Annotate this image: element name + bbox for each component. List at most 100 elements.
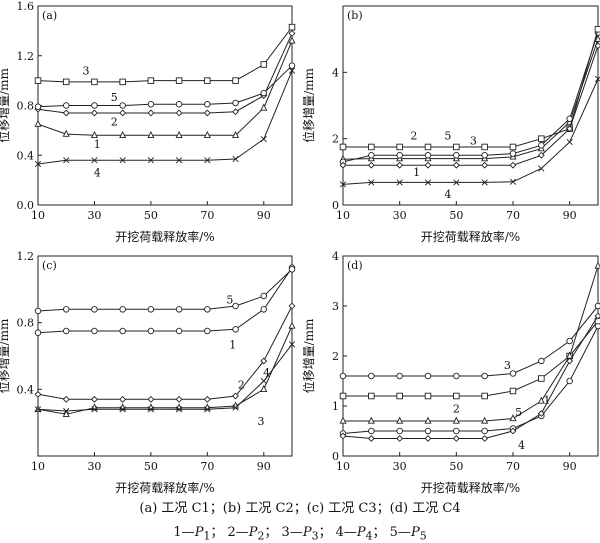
series-label-5: 5 [515, 406, 522, 419]
series-4-point [396, 179, 403, 186]
series-2-point [147, 395, 155, 403]
series-3-point [232, 77, 239, 84]
series-5-point [509, 161, 517, 169]
y-axis-label: 位移增量/mm [0, 318, 11, 393]
series-5-point [481, 416, 489, 424]
series-3-point [424, 143, 432, 151]
x-tick-label: 70 [200, 209, 214, 222]
series-3-point [91, 78, 98, 86]
series-1-point [594, 34, 600, 42]
x-tick-label: 90 [257, 460, 271, 473]
series-2-point [424, 151, 432, 159]
x-axis-label: 开挖荷载释放率/% [421, 480, 520, 495]
series-3-point [62, 78, 70, 86]
series-line-4 [37, 70, 293, 165]
series-2-point [481, 392, 488, 400]
series-3-point [453, 372, 460, 380]
series-5-point [34, 103, 42, 110]
series-1-point [396, 427, 403, 435]
plot-frame [37, 255, 293, 457]
series-5-point [509, 414, 517, 422]
series-1-point [91, 327, 98, 335]
series-4-point [538, 165, 545, 172]
series-3-point [453, 143, 460, 151]
series-5-point [566, 351, 574, 359]
x-tick-label: 70 [200, 460, 214, 473]
series-4-point [481, 179, 488, 186]
series-line-3 [37, 325, 293, 415]
y-tick-label: 1.2 [17, 50, 35, 63]
series-5-point [204, 101, 211, 108]
series-1-point [203, 130, 211, 139]
series-1-point [34, 329, 42, 336]
series-2-point [62, 109, 70, 117]
series-3-point [34, 77, 42, 84]
series-label-3: 3 [82, 65, 89, 78]
series-5-point [424, 416, 432, 424]
series-label-1: 1 [413, 166, 420, 179]
series-4-point [204, 406, 211, 413]
series-3-point [566, 337, 573, 345]
series-4-point [566, 138, 573, 146]
series-2-point [260, 357, 268, 365]
x-tick-label: 90 [563, 209, 577, 222]
series-5-point [396, 161, 404, 169]
series-2-point [91, 109, 98, 117]
series-4-point [339, 181, 347, 188]
series-2-point [538, 375, 545, 382]
series-2-point [368, 151, 375, 159]
series-3-point [594, 25, 600, 33]
series-4-point [147, 406, 155, 413]
y-tick-label: 2 [332, 350, 339, 363]
series-2-point [203, 395, 211, 403]
y-axis-label: 位移增量/mm [0, 67, 11, 142]
series-5-point [119, 306, 126, 313]
x-tick-label: 30 [87, 460, 101, 473]
series-line-1 [37, 40, 293, 136]
series-4-point [232, 155, 239, 163]
series-label-3: 3 [470, 134, 477, 147]
series-line-3 [343, 305, 599, 377]
series-4-point [119, 406, 126, 413]
series-3-point [260, 384, 268, 392]
series-5-point [260, 292, 268, 300]
series-line-2 [342, 32, 599, 163]
series-4-point [367, 435, 375, 442]
series-1-point [147, 327, 155, 335]
series-2-point [232, 392, 239, 400]
y-tick-label: 0.4 [17, 149, 35, 162]
series-4-point [424, 435, 432, 442]
y-tick-label: 0.0 [17, 199, 35, 212]
y-tick-label: 0.8 [17, 317, 35, 330]
series-3-point [368, 143, 375, 151]
y-tick-label: 2 [332, 133, 339, 146]
x-tick-label: 10 [336, 460, 350, 473]
series-5-point [339, 416, 347, 424]
series-3-point [175, 77, 183, 84]
series-2-point [119, 109, 127, 117]
series-1-point [119, 327, 126, 335]
series-label-1: 1 [544, 394, 551, 407]
series-3-point [339, 372, 347, 380]
series-5-point [452, 161, 460, 169]
x-tick-label: 50 [144, 209, 158, 222]
series-label-5: 5 [444, 129, 451, 142]
series-1-point [62, 129, 70, 137]
figure-caption-conditions: (a) 工况 C1；(b) 工况 C2；(c) 工况 C3；(d) 工况 C4 [139, 501, 461, 516]
x-tick-label: 50 [449, 460, 463, 473]
x-tick-label: 90 [257, 209, 271, 222]
series-5-point [147, 101, 155, 108]
x-tick-label: 50 [449, 209, 463, 222]
y-tick-label: 3 [332, 300, 339, 313]
series-5-point [594, 261, 600, 269]
series-line-1 [37, 267, 293, 334]
series-2-point [203, 109, 211, 117]
series-5-point [367, 416, 375, 424]
series-2-point [175, 395, 183, 403]
y-tick-label: 1.6 [17, 0, 35, 13]
x-tick-label: 30 [393, 460, 407, 473]
series-1-point [62, 327, 70, 335]
series-4-point [175, 406, 183, 413]
series-3-point [424, 372, 432, 380]
series-3-point [396, 143, 403, 151]
